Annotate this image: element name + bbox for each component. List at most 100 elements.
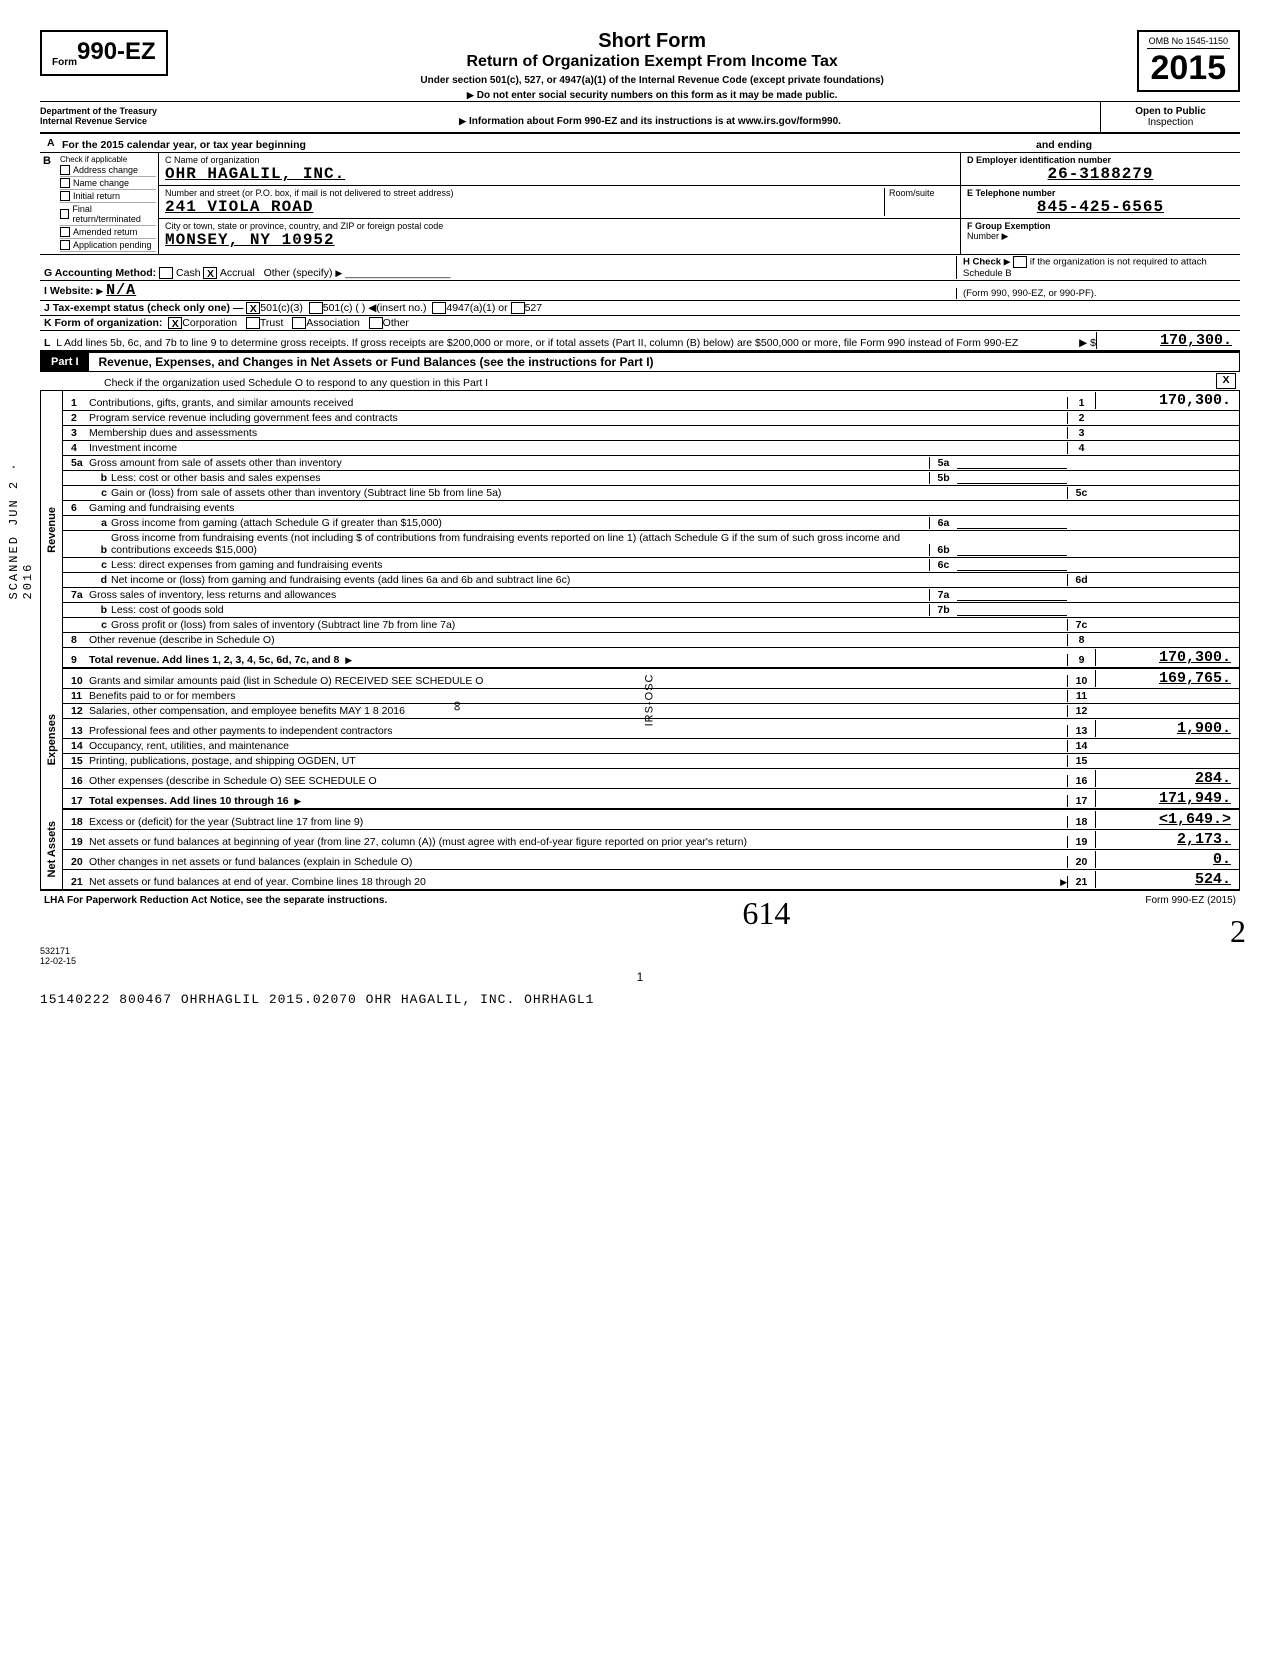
line-7c: Gross profit or (loss) from sales of inv… bbox=[111, 619, 1067, 631]
l-text: L Add lines 5b, 6c, and 7b to line 9 to … bbox=[56, 337, 1018, 349]
line-21: Net assets or fund balances at end of ye… bbox=[89, 876, 1060, 888]
line-6b: Gross income from fundraising events (no… bbox=[111, 532, 929, 556]
a-text: For the 2015 calendar year, or tax year … bbox=[62, 139, 1036, 151]
cb-initial[interactable]: Initial return bbox=[60, 190, 156, 203]
cb-name[interactable]: Name change bbox=[60, 177, 156, 190]
main-info: C Name of organization OHR HAGALIL, INC.… bbox=[158, 153, 960, 254]
line-20: Other changes in net assets or fund bala… bbox=[89, 856, 1067, 868]
val-20: 0. bbox=[1095, 851, 1235, 868]
cash-label: Cash bbox=[176, 267, 201, 279]
cb-4947[interactable] bbox=[432, 302, 446, 314]
form-ref: Form 990-EZ (2015) bbox=[1145, 895, 1236, 906]
line-5c: Gain or (loss) from sale of assets other… bbox=[111, 487, 1067, 499]
cb-final[interactable]: Final return/terminated bbox=[60, 203, 156, 226]
title-subtitle: Under section 501(c), 527, or 4947(a)(1)… bbox=[178, 75, 1127, 86]
phone-label: E Telephone number bbox=[967, 188, 1055, 198]
part1-title: Revenue, Expenses, and Changes in Net As… bbox=[89, 355, 654, 369]
year-box: OMB No 1545-1150 2015 bbox=[1137, 30, 1240, 92]
check-applicable: Check if applicable Address change Name … bbox=[58, 153, 158, 254]
line-17: Total expenses. Add lines 10 through 16 bbox=[89, 795, 289, 807]
cb-cash[interactable] bbox=[159, 267, 173, 279]
val-19: 2,173. bbox=[1095, 831, 1235, 848]
footer-code: 532171 12-02-15 bbox=[40, 946, 1240, 966]
line-8: Other revenue (describe in Schedule O) bbox=[89, 634, 1067, 646]
val-1: 170,300. bbox=[1095, 392, 1235, 409]
l-arrow: ▶ $ bbox=[1056, 337, 1096, 349]
expenses-section: Expenses 10Grants and similar amounts pa… bbox=[40, 669, 1240, 810]
addr-label: Number and street (or P.O. box, if mail … bbox=[165, 188, 453, 198]
street-address: 241 VIOLA ROAD bbox=[165, 198, 313, 216]
line-12: Salaries, other compensation, and employ… bbox=[89, 705, 1067, 717]
dept-row: Department of the Treasury Internal Reve… bbox=[40, 101, 1240, 134]
handwritten-1: 614 bbox=[742, 895, 790, 932]
cb-h[interactable] bbox=[1013, 256, 1027, 268]
part1-badge: Part I bbox=[41, 353, 89, 371]
line-6d: Net income or (loss) from gaming and fun… bbox=[111, 574, 1067, 586]
line-1: Contributions, gifts, grants, and simila… bbox=[89, 397, 1067, 409]
cb-corp[interactable]: X bbox=[168, 317, 182, 329]
line-3: Membership dues and assessments bbox=[89, 427, 1067, 439]
line-18: Excess or (deficit) for the year (Subtra… bbox=[89, 816, 1067, 828]
cb-other[interactable] bbox=[369, 317, 383, 329]
cb-501c[interactable] bbox=[309, 302, 323, 314]
lha-notice: LHA For Paperwork Reduction Act Notice, … bbox=[44, 895, 387, 932]
l-value: 170,300. bbox=[1096, 332, 1236, 349]
netassets-section: Net Assets 18Excess or (deficit) for the… bbox=[40, 810, 1240, 891]
f-block: F Group Exemption Number ▶ bbox=[961, 219, 1240, 244]
val-9: 170,300. bbox=[1095, 649, 1235, 666]
i-label: I Website: bbox=[44, 285, 93, 297]
line-19: Net assets or fund balances at beginning… bbox=[89, 836, 1067, 848]
line-5a: Gross amount from sale of assets other t… bbox=[89, 457, 929, 469]
city-block: City or town, state or province, country… bbox=[159, 219, 960, 251]
scanned-stamp: SCANNED JUN 2 · 2016 bbox=[7, 461, 35, 600]
line-6: Gaming and fundraising events bbox=[89, 502, 1067, 514]
cb-assoc[interactable] bbox=[292, 317, 306, 329]
row-a: A For the 2015 calendar year, or tax yea… bbox=[40, 134, 1240, 153]
footer-lha: LHA For Paperwork Reduction Act Notice, … bbox=[40, 891, 1240, 936]
val-18: <1,649.> bbox=[1095, 811, 1235, 828]
ein-value: 26-3188279 bbox=[967, 165, 1234, 183]
c-label: C Name of organization bbox=[165, 155, 260, 165]
label-a: A bbox=[44, 135, 62, 151]
info-url: Information about Form 990-EZ and its in… bbox=[200, 102, 1100, 132]
cb-address[interactable]: Address change bbox=[60, 164, 156, 177]
row-gh: G Accounting Method: Cash X Accrual Othe… bbox=[40, 255, 1240, 281]
schedule-o-check-text: Check if the organization used Schedule … bbox=[104, 377, 1216, 389]
inspection-label: Inspection bbox=[1105, 117, 1236, 128]
room-suite: Room/suite bbox=[884, 188, 954, 216]
line-6a: Gross income from gaming (attach Schedul… bbox=[111, 517, 929, 529]
line-7b: Less: cost of goods sold bbox=[111, 604, 929, 616]
irs-osc-stamp: IRS-OSC bbox=[643, 674, 655, 727]
e-block: E Telephone number 845-425-6565 bbox=[961, 186, 1240, 219]
cb-527[interactable] bbox=[511, 302, 525, 314]
page-number: 1 bbox=[40, 970, 1240, 984]
omb-number: OMB No 1545-1150 bbox=[1147, 34, 1230, 49]
row-j: J Tax-exempt status (check only one) — X… bbox=[40, 301, 1240, 316]
org-name: OHR HAGALIL, INC. bbox=[165, 165, 345, 183]
val-21: 524. bbox=[1095, 871, 1235, 888]
cb-trust[interactable] bbox=[246, 317, 260, 329]
cb-501c3[interactable]: X bbox=[246, 302, 260, 314]
row-l: L L Add lines 5b, 6c, and 7b to line 9 t… bbox=[40, 331, 1240, 351]
line-14: Occupancy, rent, utilities, and maintena… bbox=[89, 740, 1067, 752]
phone-value: 845-425-6565 bbox=[967, 198, 1234, 216]
line-13: Professional fees and other payments to … bbox=[89, 725, 1067, 737]
cb-accrual[interactable]: X bbox=[203, 267, 217, 279]
cb-pending[interactable]: Application pending bbox=[60, 239, 156, 252]
form-header: Form990-EZ Short Form Return of Organiza… bbox=[40, 30, 1240, 101]
cb-schedule-o[interactable]: X bbox=[1216, 373, 1236, 389]
line-11: Benefits paid to or for members bbox=[89, 690, 1067, 702]
tax-year: 2015 bbox=[1147, 49, 1230, 88]
accrual-label: Accrual bbox=[220, 267, 255, 279]
title-block: Short Form Return of Organization Exempt… bbox=[178, 30, 1127, 101]
title-short: Short Form bbox=[178, 30, 1127, 53]
part1-header: Part I Revenue, Expenses, and Changes in… bbox=[40, 351, 1240, 372]
addr-block: Number and street (or P.O. box, if mail … bbox=[159, 186, 960, 219]
revenue-section: SCANNED JUN 2 · 2016 Revenue 1Contributi… bbox=[40, 391, 1240, 669]
cb-amended[interactable]: Amended return bbox=[60, 226, 156, 239]
identity-block: B Check if applicable Address change Nam… bbox=[40, 153, 1240, 255]
c-block: C Name of organization OHR HAGALIL, INC. bbox=[159, 153, 960, 186]
val-17: 171,949. bbox=[1095, 790, 1235, 807]
ein-label: D Employer identification number bbox=[967, 155, 1111, 165]
revenue-side: Revenue bbox=[41, 391, 63, 669]
